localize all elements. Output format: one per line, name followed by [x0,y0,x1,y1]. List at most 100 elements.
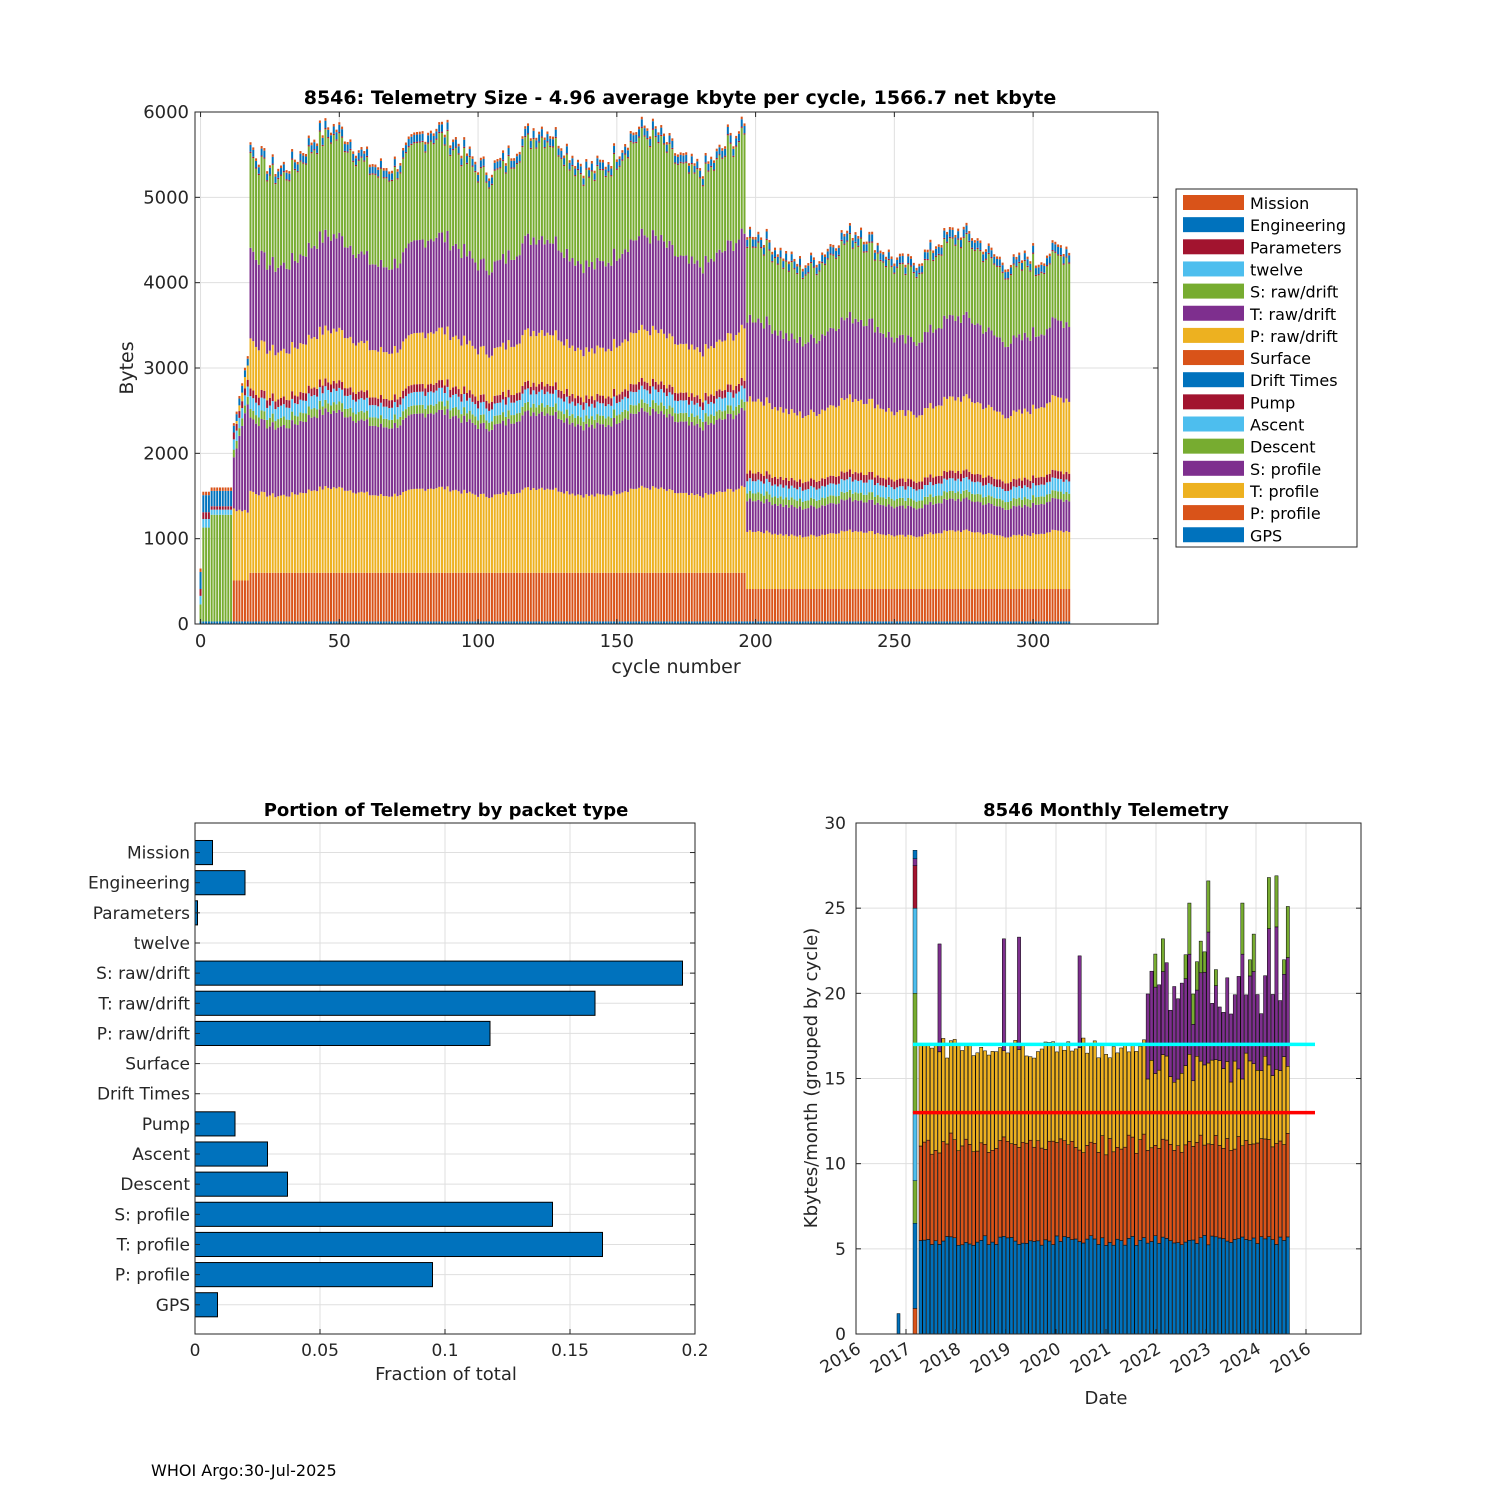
bar-segment [835,589,838,622]
bar-segment [946,492,949,500]
bar-segment [507,340,510,390]
bar-segment [352,392,355,400]
bar-segment [873,504,876,535]
bar-segment [790,497,793,506]
bar-segment [463,407,466,416]
bar-segment [260,340,263,390]
bar-segment [1153,1073,1158,1146]
bar-segment [984,258,987,260]
bar-segment [371,264,374,351]
bar-segment [515,162,518,165]
bar-segment [588,418,591,428]
bar-segment [1244,1052,1249,1141]
bar-segment [754,237,757,240]
bar-segment [929,250,932,325]
legend-swatch [1183,527,1244,543]
bar-segment [718,147,721,155]
bar-segment [429,141,432,240]
bar-segment [202,519,205,528]
bar-segment [227,621,230,624]
bar-segment [257,426,260,496]
bar-segment [329,621,332,624]
bar-segment [651,121,654,129]
bar-segment [285,572,288,622]
bar-segment [646,331,649,383]
bar-segment [601,403,604,416]
bar-segment [249,142,252,145]
bar-segment [987,495,990,503]
bar [194,1111,236,1137]
bar-segment [823,257,826,264]
bar-segment [366,251,369,341]
bar-segment [454,621,457,624]
bar-segment [762,475,765,484]
legend-entry: Surface [1250,349,1311,368]
bar-segment [635,391,638,406]
bar-segment [865,621,868,624]
bar-segment [754,247,757,323]
bar-segment [479,157,482,161]
bar-segment [871,589,874,622]
bar-segment [724,156,727,251]
bar-segment [851,237,854,241]
bar-segment [329,135,332,143]
bar-segment [918,263,921,267]
bar-segment [543,147,546,149]
bar-segment [640,126,643,128]
bar-segment [271,413,274,423]
bar-segment [560,411,563,420]
bar-segment [1015,337,1018,412]
bar-segment [263,492,266,573]
bar-segment [399,621,402,624]
bar-segment [943,530,946,590]
bar-segment [743,380,746,389]
bar-segment [885,265,888,268]
bar-segment [668,132,671,136]
bar-segment [993,410,996,479]
bar-segment [954,244,957,246]
bar-segment [374,417,377,426]
bar-segment [854,243,857,319]
bar-segment [690,400,693,414]
bar-segment [1172,1150,1177,1244]
bar-segment [1191,1146,1196,1241]
bar-segment [366,146,369,150]
bar-segment [299,153,302,161]
bar-segment [1043,621,1046,624]
bar-segment [726,405,729,414]
bar-segment [1062,253,1065,257]
bar-segment [618,422,621,494]
bar-segment [613,248,616,339]
bar-segment [879,485,882,498]
bar-segment [460,158,463,165]
x-axis-label: Fraction of total [375,1364,517,1385]
bar-segment [879,497,882,505]
bar-segment [335,331,338,384]
bar-segment [1214,985,1218,1060]
bar-segment [857,480,860,494]
bar-segment [552,386,554,394]
bar-segment [590,572,593,622]
bar-segment [585,621,588,624]
bar-segment [429,239,432,333]
bar-segment [651,118,654,122]
bar-segment [205,512,208,520]
bar-segment [851,247,854,249]
bar-segment [293,424,296,495]
bar-segment [532,412,535,489]
bar-segment [818,480,821,489]
bar-segment [687,416,690,426]
bar-segment [712,348,715,396]
bar-segment [710,402,713,415]
bar-segment [563,155,566,159]
bar-segment [546,239,549,333]
bar-segment [968,242,971,319]
bar-segment [768,474,771,483]
bar-segment [901,486,904,498]
bar-segment [757,231,760,235]
bar-segment [255,259,258,347]
bar-segment [618,572,621,622]
bar-segment [1183,954,1188,979]
bar-segment [930,1153,934,1245]
bar-segment [521,415,524,490]
